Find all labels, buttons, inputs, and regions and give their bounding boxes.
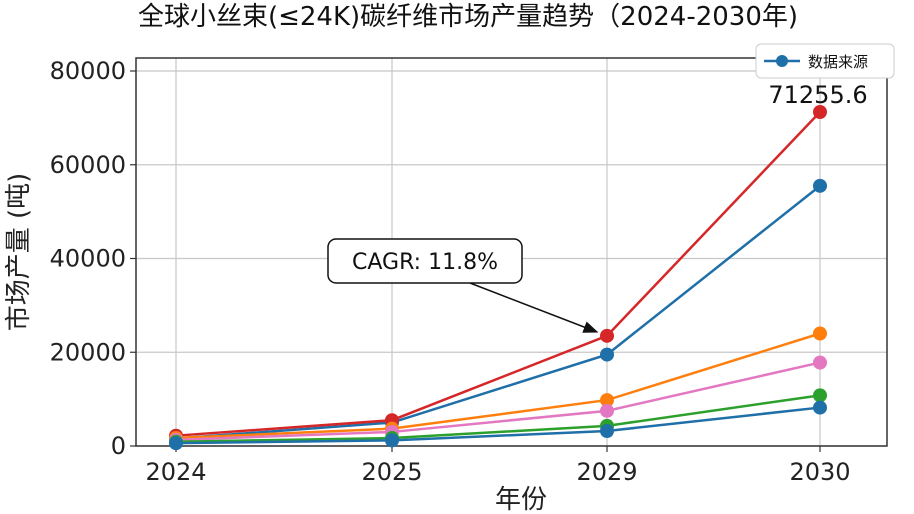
data-point	[600, 328, 614, 343]
plot-area	[135, 57, 888, 447]
series-line	[175, 361, 821, 442]
data-point	[813, 104, 827, 119]
data-point	[600, 403, 614, 418]
series-group	[169, 104, 827, 451]
x-tick-label: 2025	[361, 458, 422, 486]
data-point	[813, 355, 827, 370]
y-tick-label: 20000	[50, 338, 126, 366]
legend: 数据来源	[755, 43, 895, 79]
series-line	[175, 184, 821, 440]
cagr-annotation: CAGR: 11.8%	[327, 238, 599, 333]
x-tick-label: 2029	[576, 458, 637, 486]
data-point	[813, 388, 827, 403]
series-1	[169, 178, 827, 446]
y-tick-label: 0	[111, 432, 126, 460]
annotation-box	[327, 238, 523, 284]
series-3	[169, 326, 827, 446]
y-tick-label: 80000	[50, 57, 126, 85]
data-point	[813, 326, 827, 341]
data-point	[600, 347, 614, 362]
series-line	[175, 111, 821, 437]
y-tick-label: 60000	[50, 151, 126, 179]
legend-swatch-marker	[776, 55, 788, 67]
x-axis-title: 年份	[495, 485, 547, 514]
x-tick-label: 2030	[789, 458, 850, 486]
legend-box	[755, 43, 895, 79]
legend-entry-label: 数据来源	[808, 53, 868, 71]
y-axis-title: 市场产量 (吨)	[4, 173, 34, 332]
series-line	[175, 394, 821, 444]
series-line	[175, 406, 821, 445]
data-point	[813, 178, 827, 193]
data-point	[813, 400, 827, 415]
data-point	[600, 393, 614, 408]
annotation-arrow	[469, 282, 599, 333]
series-line	[175, 332, 821, 440]
data-label-max: 71255.6	[768, 81, 867, 109]
chart-title: 全球小丝束(≤24K)碳纤维市场产量趋势（2024-2030年)	[138, 2, 798, 32]
x-axis: 2024 2025 2029 2030	[145, 446, 851, 486]
data-point	[385, 433, 399, 448]
annotation-text: CAGR: 11.8%	[352, 250, 498, 275]
series-6	[169, 400, 827, 451]
y-axis: 0 20000 40000 60000 80000	[50, 57, 136, 460]
x-tick-label: 2024	[145, 458, 206, 486]
data-point	[169, 436, 183, 451]
y-tick-label: 40000	[50, 245, 126, 273]
data-point	[600, 424, 614, 438]
